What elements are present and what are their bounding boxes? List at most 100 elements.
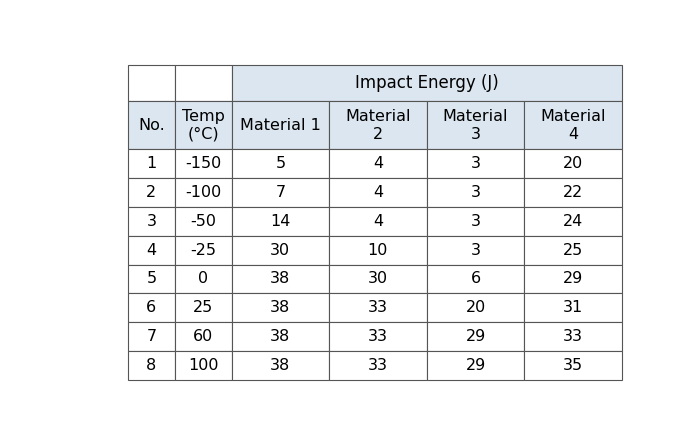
Bar: [128, 178, 174, 207]
Text: 1: 1: [146, 156, 157, 171]
Text: -150: -150: [185, 156, 221, 171]
Bar: [128, 65, 174, 101]
Bar: [232, 65, 622, 101]
Bar: [524, 351, 622, 380]
Bar: [174, 101, 232, 149]
Bar: [174, 65, 232, 101]
Text: 29: 29: [466, 358, 486, 373]
Bar: [174, 236, 232, 264]
Text: 38: 38: [270, 300, 290, 315]
Bar: [329, 351, 427, 380]
Bar: [524, 293, 622, 322]
Bar: [329, 293, 427, 322]
Text: 4: 4: [373, 156, 383, 171]
Text: 14: 14: [270, 214, 290, 229]
Bar: [232, 236, 329, 264]
Text: 3: 3: [146, 214, 156, 229]
Text: 3: 3: [470, 242, 480, 258]
Text: 8: 8: [146, 358, 157, 373]
Text: 4: 4: [373, 214, 383, 229]
Text: 7: 7: [275, 185, 286, 200]
Text: 5: 5: [146, 271, 157, 286]
Bar: [232, 264, 329, 293]
Text: 30: 30: [368, 271, 388, 286]
Bar: [232, 101, 329, 149]
Text: 29: 29: [563, 271, 583, 286]
Text: -100: -100: [185, 185, 221, 200]
Text: 100: 100: [188, 358, 218, 373]
Bar: [232, 322, 329, 351]
Bar: [232, 149, 329, 178]
Text: 24: 24: [563, 214, 583, 229]
Text: 38: 38: [270, 329, 290, 344]
Bar: [427, 207, 524, 236]
Text: Material
3: Material 3: [443, 109, 508, 142]
Text: 3: 3: [470, 214, 480, 229]
Bar: [128, 101, 174, 149]
Text: Impact Energy (J): Impact Energy (J): [355, 73, 498, 92]
Bar: [232, 351, 329, 380]
Bar: [329, 101, 427, 149]
Bar: [427, 264, 524, 293]
Text: 3: 3: [470, 185, 480, 200]
Bar: [128, 236, 174, 264]
Bar: [427, 293, 524, 322]
Bar: [524, 322, 622, 351]
Bar: [524, 101, 622, 149]
Text: Material
2: Material 2: [345, 109, 411, 142]
Text: 31: 31: [563, 300, 583, 315]
Bar: [329, 264, 427, 293]
Bar: [232, 207, 329, 236]
Text: Material 1: Material 1: [240, 117, 321, 132]
Text: 38: 38: [270, 358, 290, 373]
Bar: [174, 293, 232, 322]
Bar: [128, 207, 174, 236]
Text: 20: 20: [563, 156, 583, 171]
Bar: [524, 178, 622, 207]
Text: 22: 22: [563, 185, 583, 200]
Text: 2: 2: [146, 185, 157, 200]
Text: 7: 7: [146, 329, 157, 344]
Bar: [174, 149, 232, 178]
Text: 33: 33: [563, 329, 583, 344]
Text: 25: 25: [193, 300, 214, 315]
Text: 4: 4: [373, 185, 383, 200]
Bar: [232, 293, 329, 322]
Text: 0: 0: [198, 271, 208, 286]
Text: 33: 33: [368, 329, 388, 344]
Bar: [329, 236, 427, 264]
Bar: [128, 322, 174, 351]
Text: -50: -50: [190, 214, 216, 229]
Bar: [329, 207, 427, 236]
Bar: [524, 207, 622, 236]
Bar: [427, 236, 524, 264]
Bar: [427, 149, 524, 178]
Bar: [174, 264, 232, 293]
Bar: [128, 351, 174, 380]
Bar: [524, 236, 622, 264]
Bar: [174, 322, 232, 351]
Text: 30: 30: [270, 242, 290, 258]
Bar: [427, 101, 524, 149]
Text: 33: 33: [368, 300, 388, 315]
Text: 38: 38: [270, 271, 290, 286]
Text: 35: 35: [563, 358, 583, 373]
Bar: [128, 264, 174, 293]
Bar: [174, 207, 232, 236]
Bar: [329, 322, 427, 351]
Text: 33: 33: [368, 358, 388, 373]
Text: 29: 29: [466, 329, 486, 344]
Text: 6: 6: [470, 271, 481, 286]
Bar: [174, 351, 232, 380]
Text: No.: No.: [138, 117, 164, 132]
Text: 3: 3: [470, 156, 480, 171]
Bar: [128, 149, 174, 178]
Text: 4: 4: [146, 242, 157, 258]
Bar: [524, 149, 622, 178]
Bar: [174, 178, 232, 207]
Bar: [329, 178, 427, 207]
Text: 10: 10: [368, 242, 388, 258]
Bar: [427, 178, 524, 207]
Text: -25: -25: [190, 242, 216, 258]
Text: 25: 25: [563, 242, 583, 258]
